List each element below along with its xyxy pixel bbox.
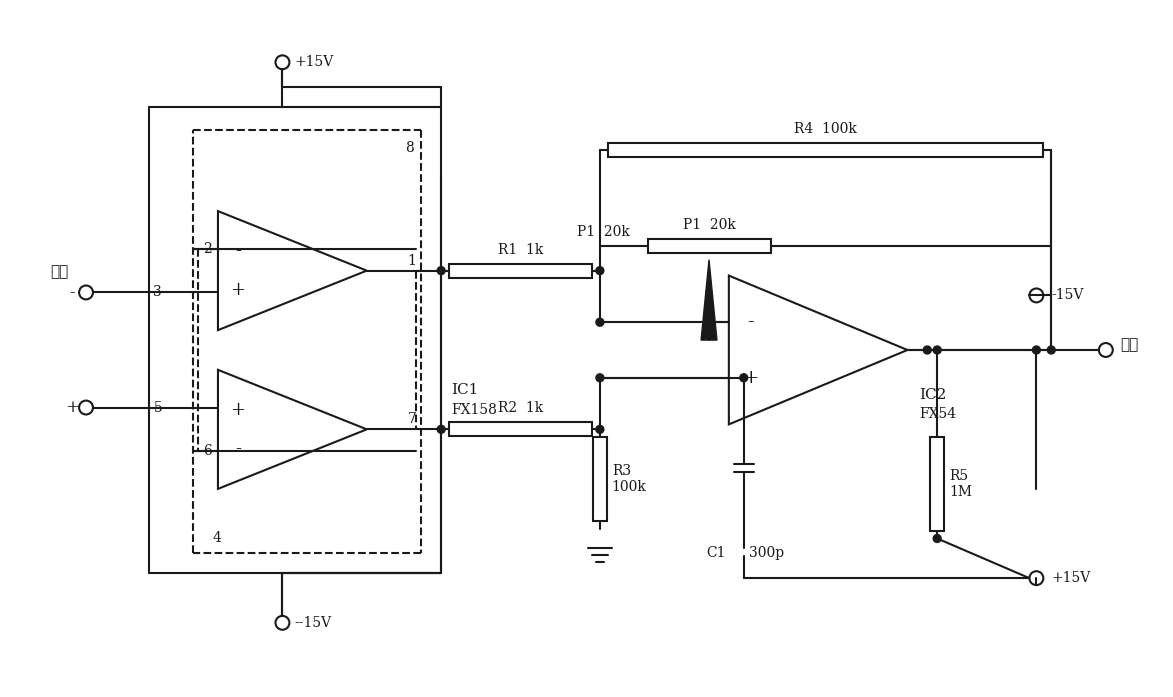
Text: 输出: 输出 bbox=[1120, 338, 1139, 352]
Polygon shape bbox=[701, 260, 717, 340]
Bar bbox=[608, 143, 1043, 157]
Circle shape bbox=[438, 425, 445, 434]
Text: 3: 3 bbox=[154, 286, 162, 300]
Text: -: - bbox=[747, 313, 754, 331]
Text: 2: 2 bbox=[203, 242, 212, 256]
Text: +15V: +15V bbox=[294, 55, 333, 69]
Circle shape bbox=[923, 346, 931, 354]
Circle shape bbox=[596, 374, 604, 382]
Text: -: - bbox=[235, 242, 240, 260]
Bar bbox=[930, 437, 944, 530]
Circle shape bbox=[438, 267, 445, 275]
Circle shape bbox=[740, 374, 747, 382]
Text: P1  20k: P1 20k bbox=[577, 225, 630, 239]
Text: R5
1M: R5 1M bbox=[949, 469, 972, 499]
Text: 5: 5 bbox=[154, 401, 162, 415]
Circle shape bbox=[934, 535, 941, 542]
Text: IC2: IC2 bbox=[920, 388, 947, 401]
Circle shape bbox=[596, 267, 604, 275]
Text: -: - bbox=[69, 284, 75, 301]
Bar bbox=[449, 263, 592, 277]
Text: 6: 6 bbox=[203, 444, 212, 458]
Text: R3
100k: R3 100k bbox=[612, 464, 646, 494]
Text: -: - bbox=[235, 441, 240, 458]
Text: FX54: FX54 bbox=[920, 408, 956, 422]
Text: +: + bbox=[743, 369, 759, 387]
Text: -15V: -15V bbox=[1051, 289, 1084, 302]
Text: 输入: 输入 bbox=[50, 266, 68, 279]
Circle shape bbox=[1047, 346, 1056, 354]
Text: +: + bbox=[66, 399, 79, 416]
Circle shape bbox=[934, 346, 941, 354]
Bar bbox=[592, 437, 606, 521]
Text: R1  1k: R1 1k bbox=[497, 243, 543, 256]
Circle shape bbox=[596, 425, 604, 434]
Text: 300p: 300p bbox=[748, 546, 784, 560]
Circle shape bbox=[596, 319, 604, 326]
Bar bbox=[647, 239, 771, 253]
Text: +15V: +15V bbox=[1051, 571, 1091, 585]
Circle shape bbox=[705, 319, 713, 326]
Text: --15V: --15V bbox=[294, 615, 332, 630]
Text: 7: 7 bbox=[407, 413, 416, 427]
Text: C1: C1 bbox=[706, 546, 726, 560]
Text: IC1: IC1 bbox=[452, 383, 479, 397]
Text: FX158: FX158 bbox=[452, 402, 497, 417]
Text: 4: 4 bbox=[213, 532, 222, 546]
Bar bbox=[449, 422, 592, 436]
Text: 1: 1 bbox=[407, 254, 416, 268]
Text: R2  1k: R2 1k bbox=[497, 401, 543, 415]
Text: +: + bbox=[230, 401, 245, 418]
Text: P1  20k: P1 20k bbox=[683, 218, 735, 232]
Text: R4  100k: R4 100k bbox=[794, 122, 856, 136]
Text: +: + bbox=[230, 282, 245, 300]
Text: 8: 8 bbox=[405, 141, 413, 155]
Circle shape bbox=[1032, 346, 1040, 354]
